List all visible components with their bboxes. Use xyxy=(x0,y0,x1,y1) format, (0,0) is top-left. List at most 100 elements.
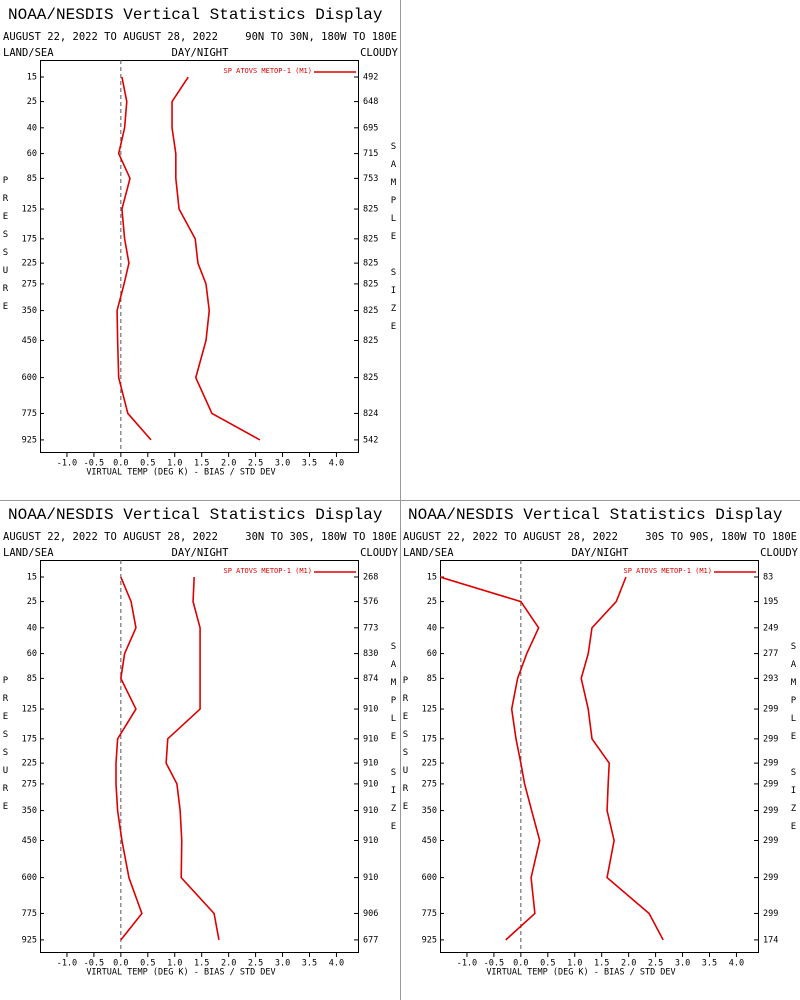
y-tick-label: 25 xyxy=(427,597,437,607)
sample-size-label: 910 xyxy=(363,734,378,744)
y-tick-label: 600 xyxy=(22,873,37,883)
land-sea-label: LAND/SEA xyxy=(403,547,454,559)
sample-size-label: 825 xyxy=(363,234,378,244)
y-tick-label: 40 xyxy=(427,623,437,633)
sample-size-label: 825 xyxy=(363,259,378,269)
sample-size-label: 753 xyxy=(363,174,378,184)
y-tick-label: 925 xyxy=(422,935,437,945)
y-tick-label: 175 xyxy=(22,234,37,244)
y-tick-label: 40 xyxy=(27,623,37,633)
sample-size-label: 910 xyxy=(363,806,378,816)
y-tick-label: 600 xyxy=(22,373,37,383)
x-tick-label: -1.0 xyxy=(457,959,477,969)
x-tick-label: 3.0 xyxy=(675,959,690,969)
y-tick-label: 450 xyxy=(422,836,437,846)
sample-size-label: 299 xyxy=(763,734,778,744)
y-tick-label: 15 xyxy=(27,573,37,583)
y2-axis-title: SAMPLE SIZE xyxy=(389,142,399,340)
sample-size-label: 906 xyxy=(363,909,378,919)
y-tick-label: 775 xyxy=(422,909,437,919)
y-tick-label: 60 xyxy=(427,649,437,659)
series-line xyxy=(165,576,220,941)
x-tick-label: 1.0 xyxy=(567,959,582,969)
sample-size-label: 492 xyxy=(363,73,378,83)
sample-size-label: 825 xyxy=(363,336,378,346)
y-tick-label: 275 xyxy=(422,779,437,789)
x-tick-label: 1.0 xyxy=(167,959,182,969)
chart-title: NOAA/NESDIS Vertical Statistics Display xyxy=(8,6,383,24)
sample-size-label: 825 xyxy=(363,306,378,316)
x-tick-label: 0.0 xyxy=(113,459,128,469)
y-tick-label: 25 xyxy=(27,597,37,607)
x-tick-label: 0.5 xyxy=(540,959,555,969)
y-tick-label: 175 xyxy=(422,734,437,744)
plot-frame xyxy=(440,560,759,953)
sample-size-label: 825 xyxy=(363,373,378,383)
y-tick-label: 775 xyxy=(22,409,37,419)
sample-size-label: 825 xyxy=(363,279,378,289)
x-tick-label: 3.5 xyxy=(302,959,317,969)
x-tick-label: 1.5 xyxy=(594,959,609,969)
y2-axis-title: SAMPLE SIZE xyxy=(789,642,799,840)
sample-size-label: 299 xyxy=(763,705,778,715)
y-tick-label: 25 xyxy=(27,97,37,107)
sample-size-label: 874 xyxy=(363,674,378,684)
sample-size-label: 299 xyxy=(763,909,778,919)
day-night-label: DAY/NIGHT xyxy=(572,547,630,559)
sample-size-label: 773 xyxy=(363,623,378,633)
x-tick-label: 0.5 xyxy=(140,459,155,469)
y-tick-label: 125 xyxy=(422,705,437,715)
y-tick-label: 85 xyxy=(27,174,37,184)
chart-title: NOAA/NESDIS Vertical Statistics Display xyxy=(408,506,783,524)
y-tick-label: 85 xyxy=(427,674,437,684)
cloud-label: CLOUDY xyxy=(760,547,799,559)
y-axis-title: PRESSURE xyxy=(401,676,411,820)
series-line xyxy=(171,76,261,441)
x-tick-label: 4.0 xyxy=(329,459,344,469)
sample-size-label: 83 xyxy=(763,573,773,583)
sample-size-label: 277 xyxy=(763,649,778,659)
x-tick-label: 2.0 xyxy=(621,959,636,969)
y-tick-label: 15 xyxy=(27,73,37,83)
chart-subtitle: AUGUST 22, 2022 TO AUGUST 28, 2022 xyxy=(403,531,618,543)
series-line xyxy=(115,576,143,941)
x-tick-label: 2.5 xyxy=(248,959,263,969)
x-tick-label: 1.0 xyxy=(167,459,182,469)
x-tick-label: 0.0 xyxy=(513,959,528,969)
x-tick-label: 0.0 xyxy=(113,959,128,969)
series-line xyxy=(116,76,152,441)
day-night-label: DAY/NIGHT xyxy=(172,547,230,559)
x-tick-label: 2.5 xyxy=(648,959,663,969)
sample-size-label: 825 xyxy=(363,205,378,215)
x-tick-label: 3.0 xyxy=(275,959,290,969)
y-tick-label: 350 xyxy=(22,806,37,816)
x-tick-label: 3.0 xyxy=(275,459,290,469)
y-tick-label: 450 xyxy=(22,336,37,346)
sample-size-label: 648 xyxy=(363,97,378,107)
x-tick-label: 3.5 xyxy=(302,459,317,469)
panel: NOAA/NESDIS Vertical Statistics Display A… xyxy=(1,506,399,977)
sample-size-label: 576 xyxy=(363,597,378,607)
sample-size-label: 715 xyxy=(363,149,378,159)
sample-size-label: 195 xyxy=(763,597,778,607)
y-tick-label: 775 xyxy=(22,909,37,919)
sample-size-label: 910 xyxy=(363,836,378,846)
x-tick-label: -0.5 xyxy=(484,959,504,969)
chart-title: NOAA/NESDIS Vertical Statistics Display xyxy=(8,506,383,524)
x-tick-label: 2.5 xyxy=(248,459,263,469)
x-tick-label: 2.0 xyxy=(221,959,236,969)
region: 30S TO 90S, 180W TO 180E xyxy=(645,531,797,543)
series-line xyxy=(580,576,664,941)
y-tick-label: 60 xyxy=(27,149,37,159)
cloud-label: CLOUDY xyxy=(360,547,399,559)
y-tick-label: 85 xyxy=(27,674,37,684)
sample-size-label: 910 xyxy=(363,873,378,883)
legend-label: SP ATOVS METOP-1 (M1) xyxy=(223,567,312,575)
x-axis-title: VIRTUAL TEMP (DEG K) - BIAS / STD DEV xyxy=(86,968,275,978)
x-tick-label: 4.0 xyxy=(329,959,344,969)
x-tick-label: 2.0 xyxy=(221,459,236,469)
sample-size-label: 299 xyxy=(763,836,778,846)
x-axis-title: VIRTUAL TEMP (DEG K) - BIAS / STD DEV xyxy=(86,468,275,478)
y-tick-label: 275 xyxy=(22,779,37,789)
